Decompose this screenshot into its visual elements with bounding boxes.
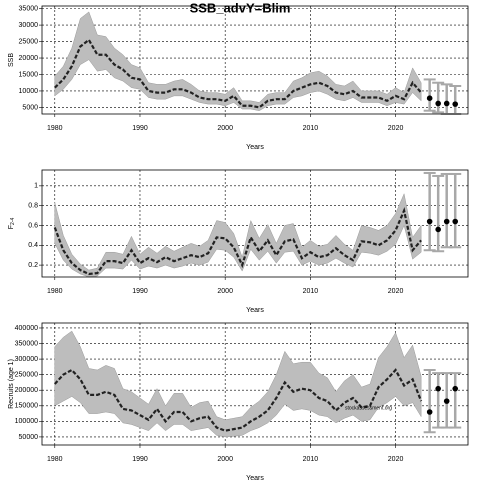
y-tick-label: 0.6 [28,222,38,229]
projection-point [443,218,450,225]
projection-point [426,409,433,415]
y-tick-label: 25000 [19,38,39,45]
projection-point [426,95,433,101]
x-tick-label: 1990 [132,456,148,463]
y-tick-label: 35000 [19,5,39,12]
y-tick-label: 100000 [15,418,38,425]
y-tick-label: 0.4 [28,242,38,249]
y-tick-label: 20000 [19,55,39,62]
x-tick-label: 1980 [47,125,63,132]
y-axis-label-text: SSB [8,53,15,67]
chart-title: SSB_advY=Blim [190,0,291,15]
plot-frame [41,322,469,446]
confidence-band [54,192,422,278]
y-tick-label: 0.2 [28,262,38,269]
x-axis-label: Years [246,475,264,480]
projection-point [443,100,450,107]
plot-frame [41,5,469,115]
x-tick-label: 2000 [217,125,233,132]
x-tick-label: 2020 [388,288,404,295]
projection-point [426,218,433,225]
confidence-band [54,330,422,438]
x-tick-label: 1990 [132,125,148,132]
median-line [53,207,422,276]
y-tick-label: 200000 [15,387,38,394]
x-tick-label: 2010 [303,125,319,132]
x-tick-label: 1990 [132,288,148,295]
median-line [53,368,423,432]
plot-frame [41,169,469,278]
x-tick-label: 2020 [388,125,404,132]
confidence-band [54,11,422,111]
y-tick-label: 1 [34,183,38,190]
projection-point [452,218,459,225]
x-axis-label: Years [246,144,264,151]
y-tick-label: 150000 [15,403,38,410]
y-axis-label-text: F [8,225,15,229]
projection-point [452,385,459,392]
annotation: stockassessment.org [345,405,392,411]
projection-point [452,101,459,107]
y-axis-label-text: Recruits (age 1) [8,359,15,409]
y-tick-label: 250000 [15,372,38,379]
x-tick-label: 2020 [388,456,404,463]
projection-point [435,100,441,107]
x-tick-label: 2000 [217,456,233,463]
y-tick-label: 300000 [15,356,38,363]
y-tick-label: 0.8 [28,203,38,210]
y-tick-label: 50000 [19,434,39,441]
y-tick-label: 30000 [19,22,39,29]
y-tick-label: 350000 [15,340,38,347]
x-tick-label: 1980 [47,456,63,463]
projection-point [435,385,441,392]
x-tick-label: 2010 [303,288,319,295]
projection-point [443,398,450,404]
x-tick-label: 1980 [47,288,63,295]
x-axis-label: Years [246,307,264,314]
y-tick-label: 15000 [19,71,39,78]
x-tick-label: 2010 [303,456,319,463]
y-tick-label: 5000 [22,104,38,111]
y-axis-label-subscript: 2-4 [10,218,16,225]
y-tick-label: 400000 [15,325,38,332]
y-axis-label: F2-4 [8,218,16,230]
x-tick-label: 2000 [217,288,233,295]
y-axis-label: Recruits (age 1) [8,359,15,409]
y-axis-label: SSB [8,53,15,67]
projection-point [435,226,441,233]
y-tick-label: 10000 [19,88,39,95]
